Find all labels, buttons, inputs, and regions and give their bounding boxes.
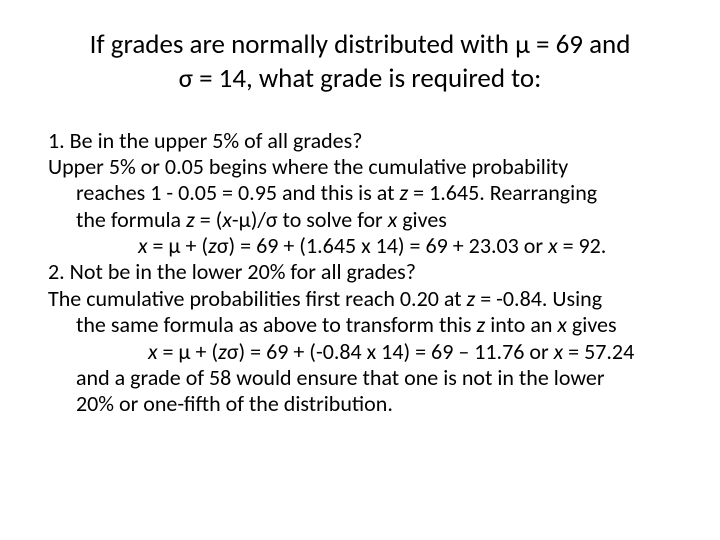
text: gives xyxy=(567,311,617,338)
slide-body: 1. Be in the upper 5% of all grades? Upp… xyxy=(48,128,672,418)
text: σ) = 69 + (1.645 x 14) = 69 + 23.03 or xyxy=(217,232,548,259)
text: -μ)/σ to solve for xyxy=(232,206,388,233)
var-z: z xyxy=(208,232,217,259)
text: σ) = 69 + (-0.84 x 14) = 69 – 11.76 or xyxy=(227,338,554,365)
var-x: x xyxy=(548,232,558,259)
question-2: 2. Not be in the lower 20% for all grade… xyxy=(48,259,672,285)
answer-2-calc: x = μ + (zσ) = 69 + (-0.84 x 14) = 69 – … xyxy=(148,339,672,365)
text: The cumulative probabilities first reach… xyxy=(48,285,467,312)
text: the formula xyxy=(76,206,186,233)
var-z: z xyxy=(186,206,195,233)
slide: If grades are normally distributed with … xyxy=(0,0,720,540)
var-x: x xyxy=(138,232,148,259)
text: into an xyxy=(485,311,557,338)
answer-1-line-1: Upper 5% or 0.05 begins where the cumula… xyxy=(48,154,672,180)
var-x: x xyxy=(222,206,232,233)
text: = 1.645. Rearranging xyxy=(408,179,597,206)
title-line-2: σ = 14, what grade is required to: xyxy=(179,62,542,95)
text: = 92. xyxy=(558,232,607,259)
text: gives xyxy=(397,206,447,233)
answer-2-line-1: The cumulative probabilities first reach… xyxy=(48,286,672,312)
answer-2-line-5: 20% or one-fifth of the distribution. xyxy=(76,391,672,417)
var-z: z xyxy=(467,285,476,312)
var-z: z xyxy=(477,311,486,338)
text: = ( xyxy=(195,206,223,233)
text: reaches 1 - 0.05 = 0.95 and this is at xyxy=(76,179,399,206)
answer-1-calc: x = μ + (zσ) = 69 + (1.645 x 14) = 69 + … xyxy=(138,233,672,259)
var-x: x xyxy=(557,311,567,338)
text: the same formula as above to transform t… xyxy=(76,311,477,338)
title-line-1: If grades are normally distributed with … xyxy=(90,28,631,61)
var-x: x xyxy=(388,206,398,233)
question-1: 1. Be in the upper 5% of all grades? xyxy=(48,128,672,154)
answer-1-line-3: the formula z = (x-μ)/σ to solve for x g… xyxy=(76,207,672,233)
slide-title: If grades are normally distributed with … xyxy=(48,28,672,96)
var-z: z xyxy=(218,338,227,365)
text: = 57.24 xyxy=(563,338,634,365)
text: = μ + ( xyxy=(158,338,219,365)
answer-2-line-4: and a grade of 58 would ensure that one … xyxy=(76,365,672,391)
var-z: z xyxy=(399,179,408,206)
text: = μ + ( xyxy=(148,232,209,259)
text: = -0.84. Using xyxy=(475,285,602,312)
answer-1-line-2: reaches 1 - 0.05 = 0.95 and this is at z… xyxy=(76,180,672,206)
answer-2-line-2: the same formula as above to transform t… xyxy=(76,312,672,338)
var-x: x xyxy=(554,338,564,365)
var-x: x xyxy=(148,338,158,365)
